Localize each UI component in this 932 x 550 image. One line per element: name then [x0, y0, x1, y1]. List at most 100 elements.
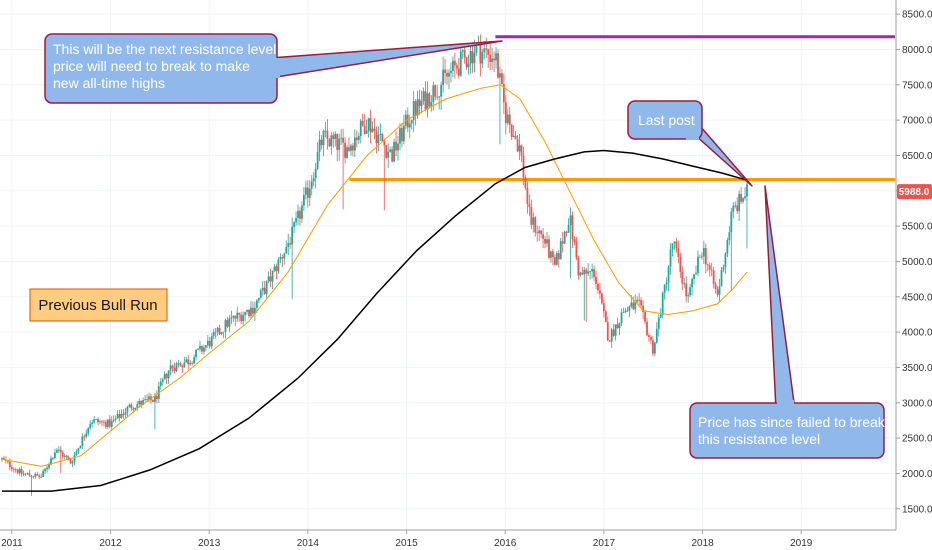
- previous-bull-run-label: Previous Bull Run: [29, 288, 168, 322]
- candle-body: [122, 413, 125, 415]
- candle-body: [306, 187, 309, 198]
- candle-body: [618, 322, 621, 329]
- candle-body: [585, 269, 588, 274]
- candle-body: [710, 269, 713, 271]
- candle-body: [373, 128, 376, 131]
- candle-body: [559, 241, 562, 260]
- candle-body: [246, 309, 248, 312]
- candle-body: [238, 312, 241, 315]
- candle-body: [624, 310, 627, 313]
- candle-body: [40, 476, 43, 478]
- candle-body: [487, 49, 490, 55]
- candle-body: [226, 320, 229, 327]
- y-axis-ticks[interactable]: 1500.0 2000.0 2500.0 3000.0 3500.0 4000.0 4500…: [896, 10, 932, 516]
- candle-body: [103, 421, 105, 423]
- candle-body: [165, 373, 168, 379]
- candle-body: [728, 232, 731, 240]
- candle-body: [687, 295, 690, 297]
- candle-body: [712, 270, 715, 284]
- candle-body: [542, 234, 544, 239]
- candle-body: [385, 145, 388, 158]
- candle-body: [734, 205, 737, 207]
- candle-body: [410, 120, 413, 124]
- candle-body: [63, 455, 66, 457]
- candle-body: [448, 72, 450, 77]
- candle-body: [573, 238, 576, 243]
- y-tick-label: 1500.0: [902, 504, 932, 515]
- candle-body: [142, 400, 145, 405]
- x-tick-label: 2015: [395, 538, 418, 549]
- candle-body: [224, 320, 227, 332]
- candle-body: [91, 422, 94, 424]
- candle-body: [75, 451, 78, 456]
- candle-body: [44, 469, 47, 472]
- candle-body: [369, 118, 372, 133]
- candle-body: [263, 287, 266, 295]
- candle-body: [10, 466, 13, 469]
- candle-body: [208, 340, 211, 347]
- candle-body: [469, 50, 472, 64]
- candle-body: [322, 130, 325, 146]
- candle-body: [626, 310, 629, 312]
- candle-body: [550, 251, 552, 258]
- x-tick-label: 2017: [593, 538, 616, 549]
- x-tick-label: 2016: [494, 538, 517, 549]
- candle-body: [144, 399, 146, 401]
- candle-body: [738, 194, 741, 212]
- candle-body: [401, 128, 403, 142]
- candle-body: [406, 114, 409, 128]
- candle-body: [171, 365, 174, 368]
- candle-body: [551, 251, 554, 258]
- candle-body: [536, 232, 539, 234]
- candle-body: [457, 68, 460, 76]
- candle-body: [289, 242, 292, 245]
- candle-body: [348, 147, 350, 151]
- candle-body: [634, 301, 637, 310]
- candle-body: [236, 312, 239, 319]
- candle-body: [553, 257, 556, 265]
- candle-body: [357, 135, 360, 141]
- candle-body: [571, 215, 574, 239]
- candle-body: [697, 256, 699, 273]
- candle-body: [418, 99, 421, 107]
- candle-body: [606, 321, 609, 341]
- candle-body: [659, 314, 662, 318]
- x-axis-ticks[interactable]: 2011 2012 2013 2014 2015 2016 2017 2018 2019: [1, 530, 813, 549]
- candle-body: [57, 449, 60, 451]
- failed-break-callout: Price has since failed to break this res…: [689, 185, 886, 459]
- candle-body: [299, 210, 301, 219]
- candle-body: [685, 283, 688, 297]
- candle-body: [159, 381, 162, 387]
- candle-body: [459, 51, 462, 76]
- candle-body: [693, 274, 695, 279]
- candle-body: [252, 307, 254, 314]
- y-tick-label: 5000.0: [902, 257, 932, 268]
- candle-body: [744, 196, 746, 199]
- candle-body: [32, 476, 35, 478]
- candle-body: [402, 125, 405, 142]
- candle-body: [587, 271, 590, 274]
- candle-body: [424, 91, 427, 110]
- candle-body: [320, 139, 323, 146]
- candle-body: [591, 269, 594, 272]
- candle-body: [702, 248, 705, 257]
- y-tick-label: 7000.0: [902, 116, 932, 127]
- candle-body: [391, 149, 394, 162]
- y-tick-label: 3000.0: [902, 398, 932, 409]
- candle-body: [706, 264, 709, 266]
- candle-body: [446, 72, 448, 77]
- last-post-callout: Last post: [627, 100, 753, 187]
- candle-body: [316, 151, 319, 169]
- candle-body: [265, 281, 268, 295]
- candle-body: [97, 419, 99, 423]
- candle-body: [85, 433, 88, 437]
- candle-body: [267, 276, 270, 282]
- candle-body: [55, 450, 58, 453]
- candle-body: [522, 155, 525, 178]
- previous-bull-run-box: [29, 288, 168, 322]
- candle-body: [34, 474, 37, 477]
- candle-body: [52, 457, 54, 459]
- candle-body: [426, 93, 429, 110]
- candle-body: [444, 69, 446, 73]
- candle-body: [673, 241, 676, 244]
